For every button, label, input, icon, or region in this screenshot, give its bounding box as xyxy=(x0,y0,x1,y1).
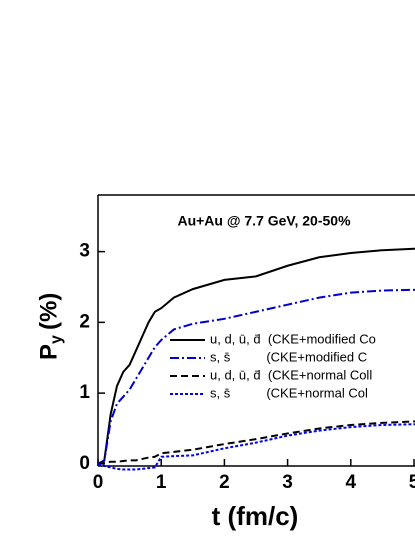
y-tick-label: 3 xyxy=(79,241,90,262)
series-line xyxy=(97,420,415,465)
legend-label: u, d, ū, d̄ (CKE+normal Coll xyxy=(210,367,372,382)
legend-label: s, s̄ (CKE+normal Col xyxy=(210,385,368,400)
x-tick-label: 0 xyxy=(93,472,104,493)
series-line xyxy=(97,247,415,465)
series-line xyxy=(97,423,415,471)
legend-label: u, d, ū, d̄ (CKE+modified Co xyxy=(210,331,376,346)
y-tick-label: 1 xyxy=(79,382,90,403)
x-tick-label: 3 xyxy=(282,472,293,493)
x-tick-label: 4 xyxy=(346,472,357,493)
legend-label: s, s̄ (CKE+modified C xyxy=(210,349,367,364)
annotation: Au+Au @ 7.7 GeV, 20-50% xyxy=(177,213,351,229)
x-tick-label: 2 xyxy=(219,472,230,493)
x-axis-label: t (fm/c) xyxy=(212,501,299,531)
x-tick-label: 1 xyxy=(156,472,167,493)
y-axis-label-sub: y xyxy=(48,335,65,344)
y-tick-label: 2 xyxy=(79,311,90,332)
y-axis-label-group: P y (%) xyxy=(35,293,65,360)
y-tick-label: 0 xyxy=(79,453,90,474)
y-axis-label-unit: (%) xyxy=(35,293,62,330)
series-line xyxy=(97,288,415,465)
x-tick-label: 5 xyxy=(409,472,415,493)
y-axis-label: P xyxy=(35,344,62,360)
